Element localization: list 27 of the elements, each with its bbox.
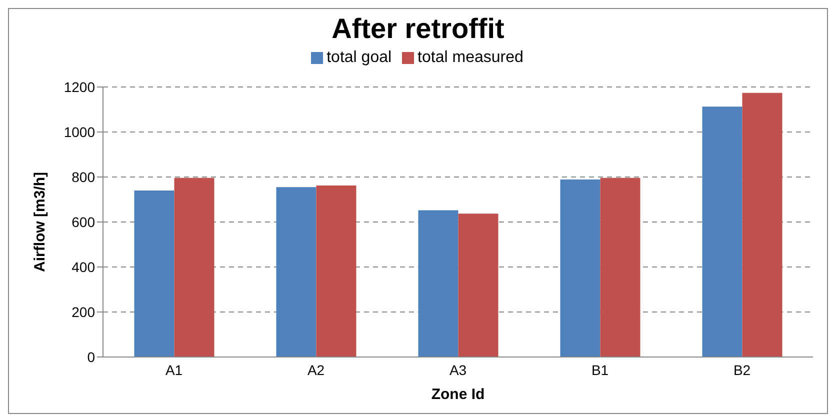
y-tick-label: 1200: [64, 78, 96, 95]
x-tick-label: A3: [449, 362, 467, 378]
bar: [702, 106, 742, 357]
y-tick-label: 800: [72, 168, 96, 185]
bar: [560, 179, 600, 357]
bar: [316, 186, 356, 357]
x-tick-label: B1: [591, 362, 609, 378]
x-tick-label: B2: [733, 362, 751, 378]
x-axis-title: Zone Id: [431, 386, 485, 403]
bar: [600, 178, 640, 357]
bar: [174, 178, 214, 357]
x-tick-label: A2: [307, 362, 325, 378]
bar: [418, 210, 458, 357]
y-tick-label: 600: [72, 214, 96, 230]
bar: [134, 190, 174, 357]
y-axis-title: Airflow [m3/h]: [31, 172, 48, 272]
y-tick-label: 0: [87, 348, 96, 365]
legend-label: total goal: [326, 49, 392, 66]
y-tick-label: 1000: [64, 124, 96, 140]
legend-label: total measured: [418, 49, 524, 66]
y-tick-label: 200: [72, 304, 96, 320]
bar: [458, 214, 498, 357]
bar: [276, 187, 316, 357]
x-tick-label: A1: [165, 362, 183, 378]
bar: [742, 92, 782, 357]
chart-title: After retroffit: [330, 13, 506, 45]
y-tick-label: 400: [72, 258, 96, 275]
